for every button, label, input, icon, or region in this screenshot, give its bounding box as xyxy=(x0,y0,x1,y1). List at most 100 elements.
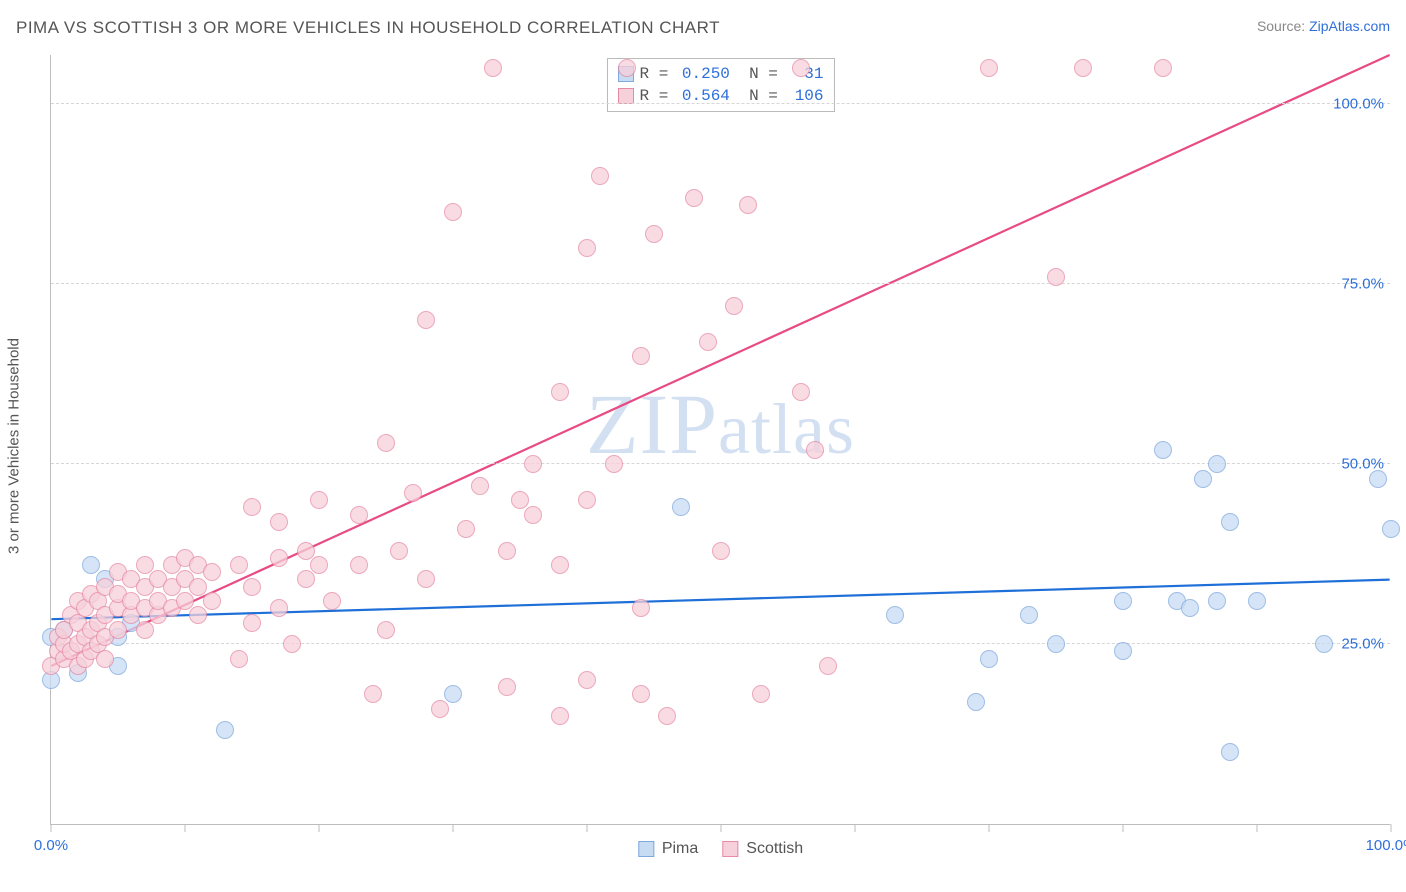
scatter-point xyxy=(685,189,703,207)
x-tick xyxy=(319,824,320,832)
gridline xyxy=(51,463,1390,464)
scatter-point xyxy=(471,477,489,495)
x-tick xyxy=(185,824,186,832)
gridline xyxy=(51,643,1390,644)
scatter-point xyxy=(404,484,422,502)
scatter-point xyxy=(1369,470,1387,488)
scatter-point xyxy=(819,657,837,675)
scatter-point xyxy=(712,542,730,560)
scatter-point xyxy=(1020,606,1038,624)
scatter-point xyxy=(1047,635,1065,653)
y-tick-label: 25.0% xyxy=(1341,636,1384,653)
trend-line xyxy=(51,55,1389,666)
scatter-point xyxy=(578,239,596,257)
scatter-point xyxy=(1248,592,1266,610)
scatter-point xyxy=(1382,520,1400,538)
scatter-point xyxy=(270,599,288,617)
x-tick-label-max: 100.0% xyxy=(1366,837,1406,854)
scatter-point xyxy=(243,578,261,596)
scatter-point xyxy=(1154,441,1172,459)
scatter-point xyxy=(551,556,569,574)
y-tick-label: 75.0% xyxy=(1341,276,1384,293)
scatter-point xyxy=(417,311,435,329)
scatter-point xyxy=(1208,455,1226,473)
x-tick-label-min: 0.0% xyxy=(34,837,68,854)
scatter-point xyxy=(1208,592,1226,610)
scatter-point xyxy=(1154,59,1172,77)
scatter-point xyxy=(243,498,261,516)
scatter-point xyxy=(189,606,207,624)
scatter-point xyxy=(283,635,301,653)
scatter-point xyxy=(632,599,650,617)
scatter-point xyxy=(431,700,449,718)
trend-lines xyxy=(51,55,1390,824)
scatter-point xyxy=(632,347,650,365)
scatter-point xyxy=(511,491,529,509)
scatter-point xyxy=(498,678,516,696)
scatter-point xyxy=(484,59,502,77)
x-tick xyxy=(587,824,588,832)
scatter-point xyxy=(672,498,690,516)
scatter-point xyxy=(457,520,475,538)
legend-item: Pima xyxy=(638,840,698,858)
scatter-point xyxy=(270,513,288,531)
scatter-point xyxy=(578,671,596,689)
scatter-point xyxy=(417,570,435,588)
scatter-point xyxy=(886,606,904,624)
scatter-point xyxy=(243,614,261,632)
scatter-point xyxy=(297,542,315,560)
source-attribution: Source: ZipAtlas.com xyxy=(1257,18,1390,34)
scatter-point xyxy=(96,650,114,668)
scatter-point xyxy=(364,685,382,703)
y-tick-label: 100.0% xyxy=(1333,96,1384,113)
scatter-point xyxy=(498,542,516,560)
scatter-point xyxy=(203,592,221,610)
scatter-point xyxy=(632,685,650,703)
scatter-point xyxy=(645,225,663,243)
scatter-point xyxy=(792,59,810,77)
scatter-point xyxy=(792,383,810,401)
legend-label: Pima xyxy=(662,840,698,858)
source-link[interactable]: ZipAtlas.com xyxy=(1309,18,1390,34)
scatter-point xyxy=(739,196,757,214)
scatter-point xyxy=(618,59,636,77)
chart-title: PIMA VS SCOTTISH 3 OR MORE VEHICLES IN H… xyxy=(16,18,720,38)
scatter-point xyxy=(390,542,408,560)
scatter-point xyxy=(216,721,234,739)
scatter-point xyxy=(1181,599,1199,617)
scatter-point xyxy=(1114,592,1132,610)
legend-swatch xyxy=(617,88,633,104)
scatter-point xyxy=(350,506,368,524)
scatter-point xyxy=(176,592,194,610)
scatter-point xyxy=(1074,59,1092,77)
scatter-plot-area: ZIPatlas R = 0.250 N = 31R = 0.564 N = 1… xyxy=(50,55,1390,825)
scatter-point xyxy=(551,707,569,725)
legend-label: Scottish xyxy=(746,840,803,858)
scatter-point xyxy=(323,592,341,610)
x-tick xyxy=(721,824,722,832)
scatter-point xyxy=(980,650,998,668)
scatter-point xyxy=(1114,642,1132,660)
scatter-point xyxy=(230,556,248,574)
scatter-point xyxy=(524,455,542,473)
scatter-point xyxy=(444,685,462,703)
scatter-point xyxy=(270,549,288,567)
legend-swatch xyxy=(638,841,654,857)
scatter-point xyxy=(350,556,368,574)
scatter-point xyxy=(1221,513,1239,531)
scatter-point xyxy=(1221,743,1239,761)
scatter-point xyxy=(297,570,315,588)
scatter-point xyxy=(605,455,623,473)
scatter-point xyxy=(136,556,154,574)
scatter-point xyxy=(444,203,462,221)
scatter-point xyxy=(377,621,395,639)
source-prefix: Source: xyxy=(1257,18,1309,34)
scatter-point xyxy=(699,333,717,351)
x-tick xyxy=(1257,824,1258,832)
scatter-point xyxy=(377,434,395,452)
scatter-point xyxy=(980,59,998,77)
scatter-point xyxy=(806,441,824,459)
scatter-point xyxy=(136,621,154,639)
scatter-point xyxy=(1194,470,1212,488)
scatter-point xyxy=(310,491,328,509)
